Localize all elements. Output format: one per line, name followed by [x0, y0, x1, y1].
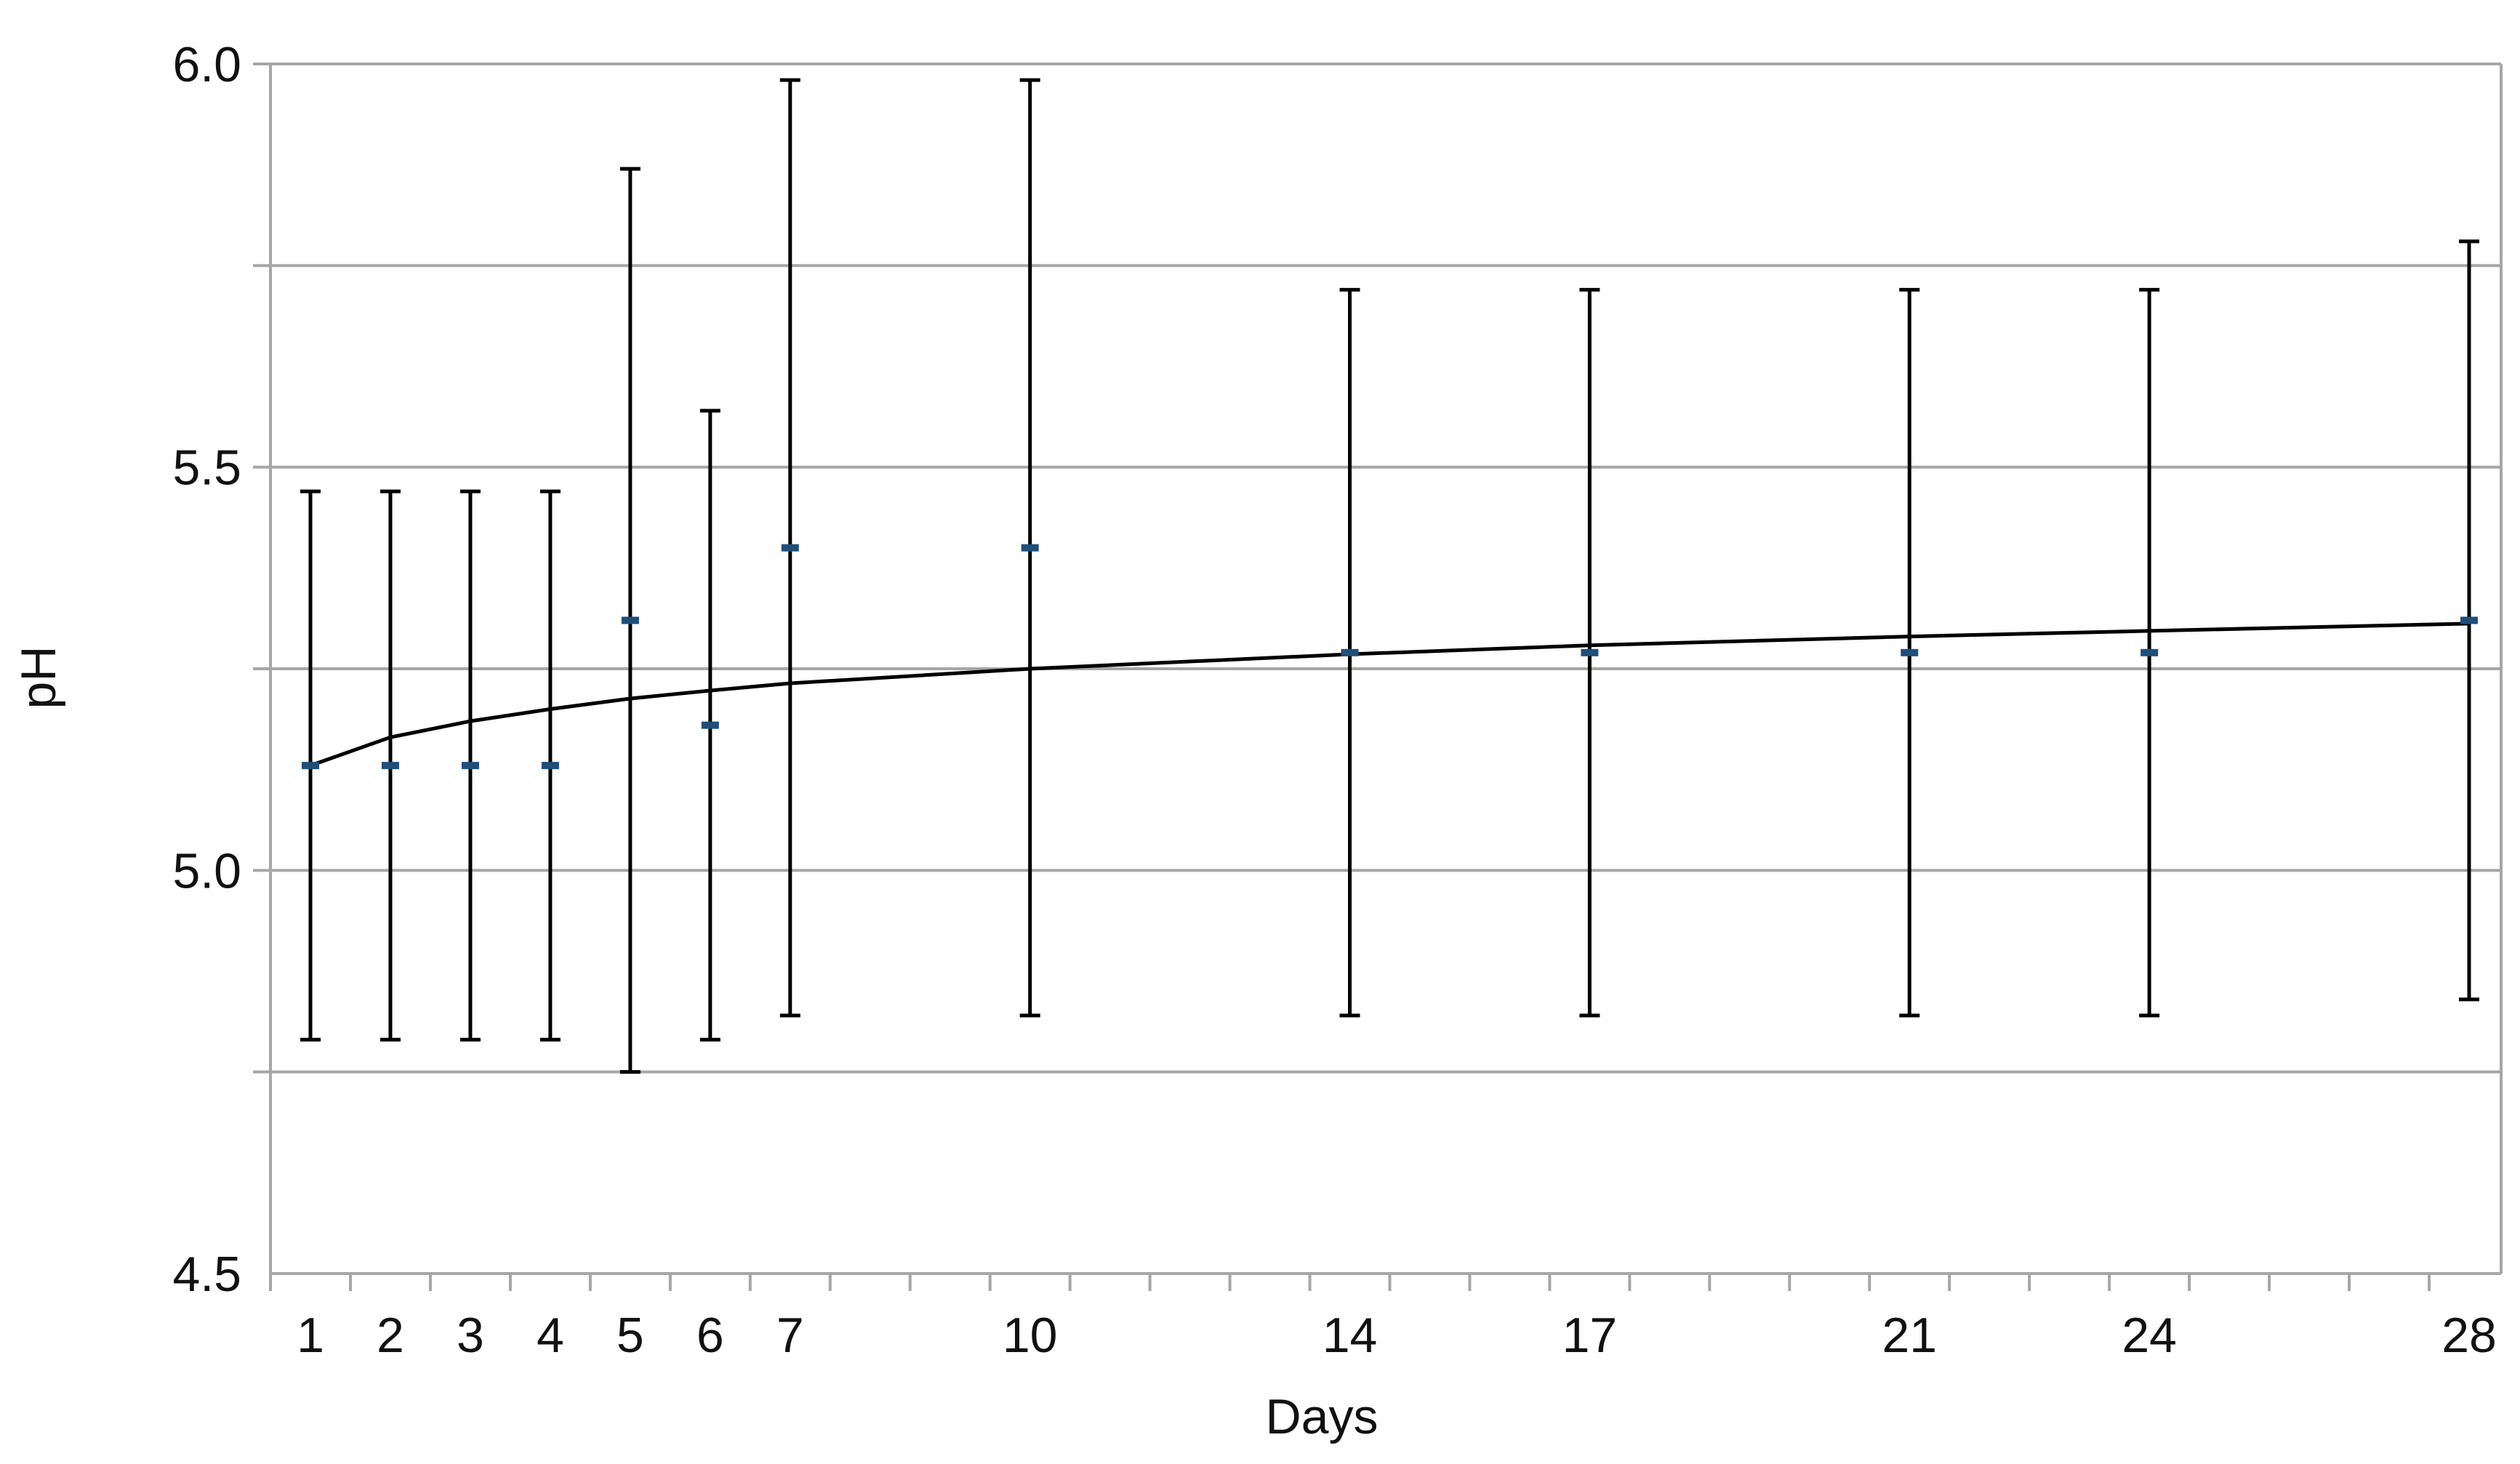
tick-labels: 4.5 5.0 5.5 6.0 1 2 3 4 5 6 7 10 14 17 21 24 28	[172, 37, 2496, 1363]
x-tick-label: 28	[2441, 1308, 2497, 1363]
data-point	[1341, 648, 1359, 656]
data-points	[301, 544, 2479, 770]
x-tick-label: 21	[1882, 1308, 1937, 1363]
x-axis-title: Days	[1266, 1389, 1379, 1444]
x-tick-label: 14	[1323, 1308, 1378, 1363]
x-tick-label: 5	[617, 1308, 644, 1363]
data-point	[1581, 648, 1599, 656]
data-point	[2140, 648, 2159, 656]
x-tick-label: 17	[1562, 1308, 1618, 1363]
data-point	[621, 616, 639, 624]
tick-marks	[253, 63, 2431, 1291]
data-point	[461, 762, 479, 770]
data-point	[301, 762, 319, 770]
x-tick-label: 24	[2122, 1308, 2177, 1363]
data-point	[2460, 616, 2479, 624]
x-tick-label: 1	[297, 1308, 324, 1363]
x-tick-label: 10	[1003, 1308, 1058, 1363]
y-axis-title: pH	[11, 646, 66, 709]
x-tick-label: 2	[377, 1308, 404, 1363]
y-tick-label: 4.5	[172, 1247, 241, 1302]
y-tick-label: 5.5	[172, 441, 241, 496]
x-tick-label: 7	[777, 1308, 804, 1363]
gridlines	[270, 63, 2501, 1074]
y-tick-label: 6.0	[172, 37, 241, 92]
data-point	[541, 762, 559, 770]
data-point	[1021, 544, 1039, 552]
x-tick-label: 6	[697, 1308, 724, 1363]
data-point	[1901, 648, 1919, 656]
x-tick-label: 3	[457, 1308, 484, 1363]
data-point	[701, 721, 719, 729]
data-point	[381, 762, 399, 770]
data-point	[781, 544, 799, 552]
x-tick-label: 4	[537, 1308, 564, 1363]
y-tick-label: 5.0	[172, 843, 241, 898]
